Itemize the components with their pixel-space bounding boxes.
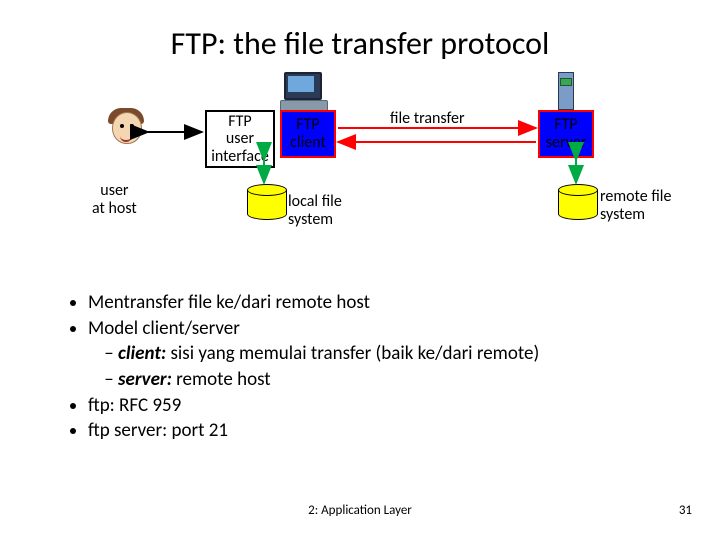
server-icon	[550, 68, 580, 112]
list-item: Model client/server client: sisi yang me…	[88, 316, 668, 393]
remote-fs-cylinder-icon	[558, 184, 598, 220]
bullet-list: Mentransfer file ke/dari remote host Mod…	[68, 290, 668, 444]
list-item: ftp server: port 21	[88, 418, 668, 444]
remote-fs-label: remote file system	[600, 188, 671, 223]
list-item: server: remote host	[118, 367, 668, 393]
ftp-server-label: FTP server	[546, 116, 587, 151]
ftp-server-box: FTP server	[538, 110, 594, 158]
list-item: Mentransfer file ke/dari remote host	[88, 290, 668, 316]
local-fs-cylinder-icon	[247, 184, 287, 220]
local-fs-label: local file system	[288, 193, 342, 228]
term: server:	[118, 368, 172, 391]
term-rest: sisi yang memulai transfer (baik ke/dari…	[166, 342, 539, 365]
term-rest: remote host	[172, 368, 271, 391]
bullet-text: Model client/server	[88, 317, 240, 340]
page-number: 31	[679, 503, 692, 518]
list-item: ftp: RFC 959	[88, 393, 668, 419]
footer-text: 2: Application Layer	[0, 503, 720, 518]
computer-icon	[280, 72, 326, 112]
user-at-host-label: user at host	[92, 182, 137, 217]
user-face-icon	[108, 108, 144, 150]
page-title: FTP: the file transfer protocol	[0, 24, 720, 63]
list-item: client: sisi yang memulai transfer (baik…	[118, 341, 668, 367]
term: client:	[118, 342, 166, 365]
ftp-ui-label: FTP user interface	[211, 113, 269, 166]
ftp-client-box: FTP client	[280, 110, 336, 158]
diagram-arrows	[0, 0, 720, 540]
ftp-client-label: FTP client	[290, 116, 326, 151]
ftp-user-interface-box: FTP user interface	[205, 110, 275, 168]
file-transfer-label: file transfer	[390, 110, 465, 128]
